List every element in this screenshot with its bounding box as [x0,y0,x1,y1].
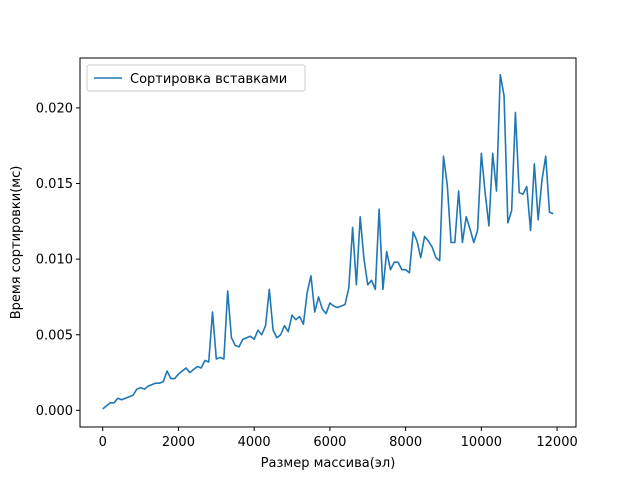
y-axis-ticks: 0.000 0.005 0.010 0.015 0.020 [36,101,80,419]
x-tick-label: 6000 [313,435,346,450]
legend-entry: Сортировка вставками [130,72,287,87]
x-axis-label: Размер массива(эл) [261,456,396,471]
x-tick-label: 10000 [461,435,502,450]
x-tick-label: 4000 [238,435,271,450]
legend: Сортировка вставками [86,64,306,92]
x-tick-label: 12000 [536,435,577,450]
y-tick-label: 0.015 [36,177,73,192]
y-tick-label: 0.005 [36,328,73,343]
y-tick-label: 0.010 [36,253,73,268]
plot-area [80,58,576,427]
legend-box [86,64,306,92]
x-axis-ticks: 0 2000 4000 6000 8000 10000 12000 [99,427,578,450]
series-line-insertion-sort [102,73,554,410]
plot-frame [79,57,577,428]
y-tick-label: 0.000 [36,404,73,419]
x-tick-label: 0 [99,435,107,450]
x-tick-label: 2000 [162,435,195,450]
y-tick-label: 0.020 [36,101,73,116]
x-tick-label: 8000 [389,435,422,450]
y-axis-label: Время сортировки(мс) [9,166,24,320]
